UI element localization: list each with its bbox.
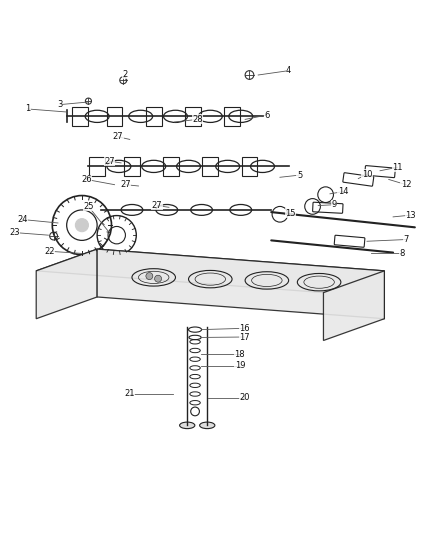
Polygon shape (323, 271, 385, 341)
Bar (146, 107, 162, 126)
Text: 27: 27 (152, 201, 162, 210)
Text: 16: 16 (239, 324, 250, 333)
Text: 13: 13 (405, 211, 416, 220)
Text: 8: 8 (399, 249, 404, 258)
Bar (107, 107, 122, 126)
Text: 19: 19 (235, 361, 245, 370)
Text: 15: 15 (286, 209, 296, 218)
Text: 24: 24 (17, 215, 28, 224)
Bar (163, 157, 179, 176)
Text: 10: 10 (362, 169, 372, 179)
Text: 2: 2 (123, 70, 128, 79)
Text: 26: 26 (81, 175, 92, 184)
Circle shape (146, 272, 153, 279)
Text: 18: 18 (235, 350, 245, 359)
Circle shape (155, 275, 162, 282)
Bar (72, 107, 88, 126)
Text: 3: 3 (57, 100, 63, 109)
Bar (242, 157, 257, 176)
Text: 1: 1 (25, 104, 30, 114)
Ellipse shape (180, 422, 195, 429)
Text: 22: 22 (44, 247, 54, 256)
Text: 17: 17 (239, 333, 250, 342)
Ellipse shape (200, 422, 215, 429)
Bar (202, 157, 218, 176)
Polygon shape (97, 249, 385, 319)
Bar (185, 107, 201, 126)
Bar (124, 157, 140, 176)
Bar (224, 107, 240, 126)
Text: 21: 21 (124, 389, 135, 398)
Text: 14: 14 (338, 187, 348, 196)
Text: 27: 27 (104, 157, 115, 166)
Text: 9: 9 (332, 200, 337, 209)
Text: 11: 11 (392, 163, 403, 172)
Text: 7: 7 (403, 235, 409, 244)
Polygon shape (36, 249, 385, 293)
Circle shape (75, 219, 88, 232)
Text: 27: 27 (113, 132, 124, 141)
Text: 23: 23 (9, 228, 20, 237)
Text: 27: 27 (120, 180, 131, 189)
Text: 28: 28 (192, 115, 202, 124)
Bar (89, 157, 105, 176)
Text: 4: 4 (286, 66, 291, 75)
Text: 25: 25 (83, 202, 94, 211)
Text: 12: 12 (401, 180, 411, 189)
Text: 5: 5 (297, 171, 302, 180)
Text: 6: 6 (264, 110, 269, 119)
Text: 20: 20 (239, 393, 250, 402)
Polygon shape (36, 249, 97, 319)
